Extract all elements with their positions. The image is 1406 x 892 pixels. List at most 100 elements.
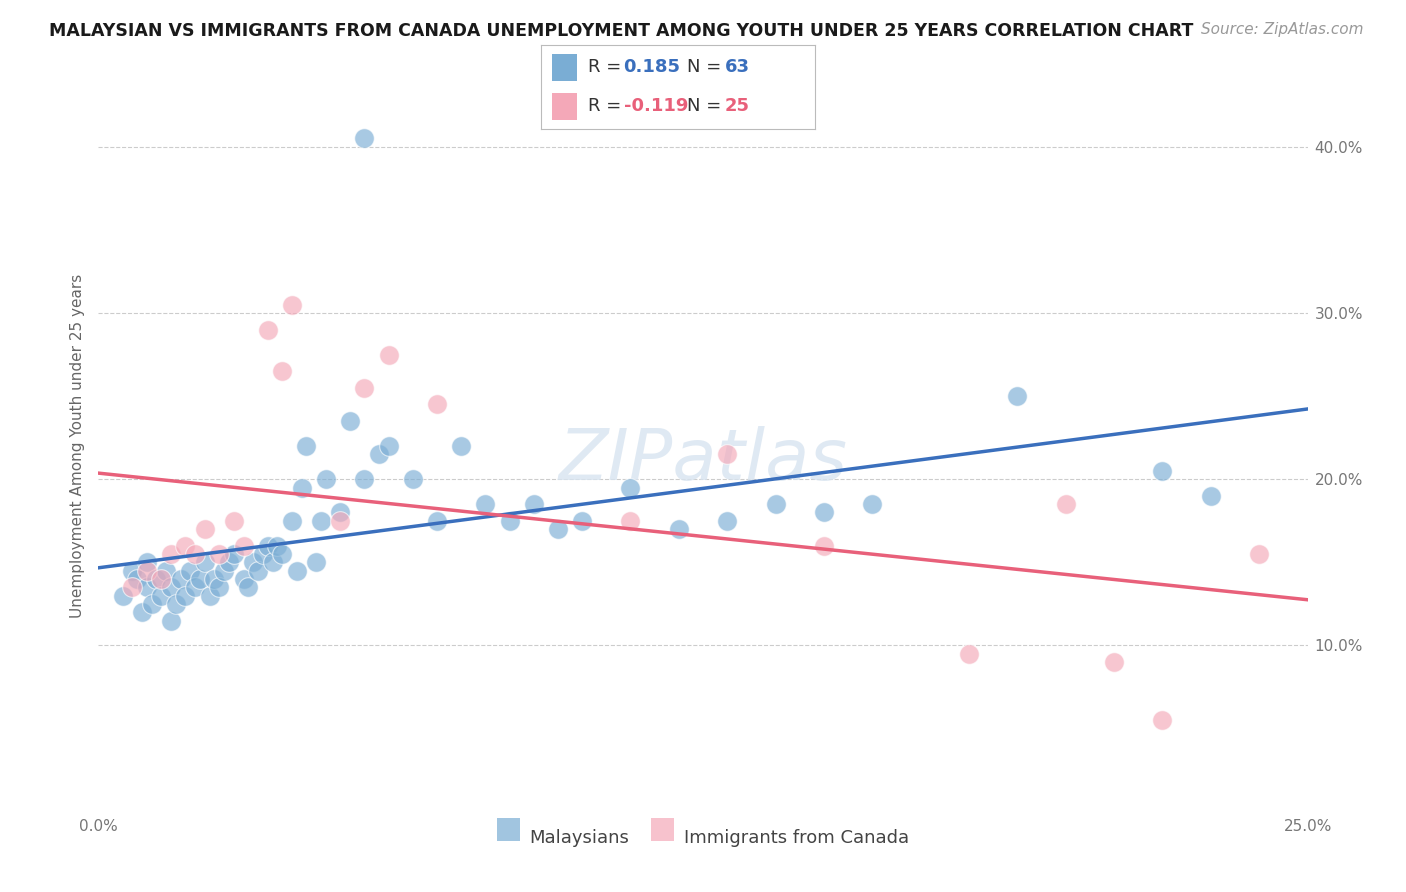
Point — [281, 298, 304, 312]
Point — [716, 514, 738, 528]
Y-axis label: Unemployment Among Youth under 25 years: Unemployment Among Youth under 25 years — [69, 274, 84, 618]
Point — [368, 447, 391, 461]
Point — [135, 580, 157, 594]
Point — [450, 439, 472, 453]
Text: 0.185: 0.185 — [624, 59, 681, 77]
Point — [165, 597, 187, 611]
Point — [208, 580, 231, 594]
Point — [523, 497, 546, 511]
Point — [194, 555, 217, 569]
Point — [218, 555, 240, 569]
Point — [765, 497, 787, 511]
Point — [160, 614, 183, 628]
Point — [242, 555, 264, 569]
Point — [426, 397, 449, 411]
Point — [1152, 714, 1174, 728]
Point — [188, 572, 211, 586]
Point — [208, 547, 231, 561]
Point — [1007, 389, 1029, 403]
Point — [184, 547, 207, 561]
Point — [426, 514, 449, 528]
Point — [295, 439, 318, 453]
Point — [232, 539, 254, 553]
Point — [160, 547, 183, 561]
Text: R =: R = — [588, 59, 627, 77]
Point — [474, 497, 496, 511]
Point — [353, 131, 375, 145]
Point — [238, 580, 260, 594]
Point — [619, 514, 641, 528]
Point — [262, 555, 284, 569]
Point — [169, 572, 191, 586]
Text: 25: 25 — [725, 97, 749, 115]
Point — [1152, 464, 1174, 478]
Point — [256, 539, 278, 553]
Text: Source: ZipAtlas.com: Source: ZipAtlas.com — [1201, 22, 1364, 37]
Point — [290, 481, 312, 495]
Point — [222, 547, 245, 561]
Point — [198, 589, 221, 603]
Point — [150, 589, 173, 603]
Point — [121, 580, 143, 594]
Point — [174, 589, 197, 603]
Text: R =: R = — [588, 97, 627, 115]
Point — [266, 539, 288, 553]
Text: MALAYSIAN VS IMMIGRANTS FROM CANADA UNEMPLOYMENT AMONG YOUTH UNDER 25 YEARS CORR: MALAYSIAN VS IMMIGRANTS FROM CANADA UNEM… — [49, 22, 1194, 40]
Point — [127, 572, 149, 586]
Point — [150, 572, 173, 586]
Point — [285, 564, 308, 578]
Point — [547, 522, 569, 536]
Point — [281, 514, 304, 528]
Point — [309, 514, 332, 528]
Bar — [553, 54, 576, 81]
Point — [212, 564, 235, 578]
Point — [160, 580, 183, 594]
Point — [1102, 655, 1125, 669]
Point — [131, 605, 153, 619]
Point — [1199, 489, 1222, 503]
Point — [222, 514, 245, 528]
Point — [353, 472, 375, 486]
Text: 63: 63 — [725, 59, 749, 77]
Point — [716, 447, 738, 461]
Point — [402, 472, 425, 486]
Text: ZIPatlas: ZIPatlas — [558, 426, 848, 495]
Point — [194, 522, 217, 536]
Point — [353, 381, 375, 395]
Point — [121, 564, 143, 578]
Point — [271, 547, 294, 561]
Point — [271, 364, 294, 378]
Point — [329, 514, 352, 528]
Point — [339, 414, 361, 428]
Point — [256, 323, 278, 337]
Point — [571, 514, 593, 528]
Point — [247, 564, 270, 578]
Point — [813, 539, 835, 553]
Point — [305, 555, 328, 569]
Text: N =: N = — [686, 59, 727, 77]
Point — [204, 572, 226, 586]
Point — [315, 472, 337, 486]
Point — [813, 506, 835, 520]
Point — [135, 564, 157, 578]
Point — [184, 580, 207, 594]
Point — [111, 589, 134, 603]
Point — [860, 497, 883, 511]
Point — [1054, 497, 1077, 511]
Point — [377, 347, 399, 362]
Point — [668, 522, 690, 536]
Point — [252, 547, 274, 561]
Bar — [553, 93, 576, 120]
Point — [957, 647, 980, 661]
Point — [619, 481, 641, 495]
Point — [498, 514, 520, 528]
Text: -0.119: -0.119 — [624, 97, 688, 115]
Point — [155, 564, 177, 578]
Point — [232, 572, 254, 586]
Point — [1249, 547, 1271, 561]
Point — [141, 597, 163, 611]
Point — [179, 564, 201, 578]
Point — [135, 555, 157, 569]
Text: N =: N = — [686, 97, 727, 115]
Legend: Malaysians, Immigrants from Canada: Malaysians, Immigrants from Canada — [489, 822, 917, 854]
